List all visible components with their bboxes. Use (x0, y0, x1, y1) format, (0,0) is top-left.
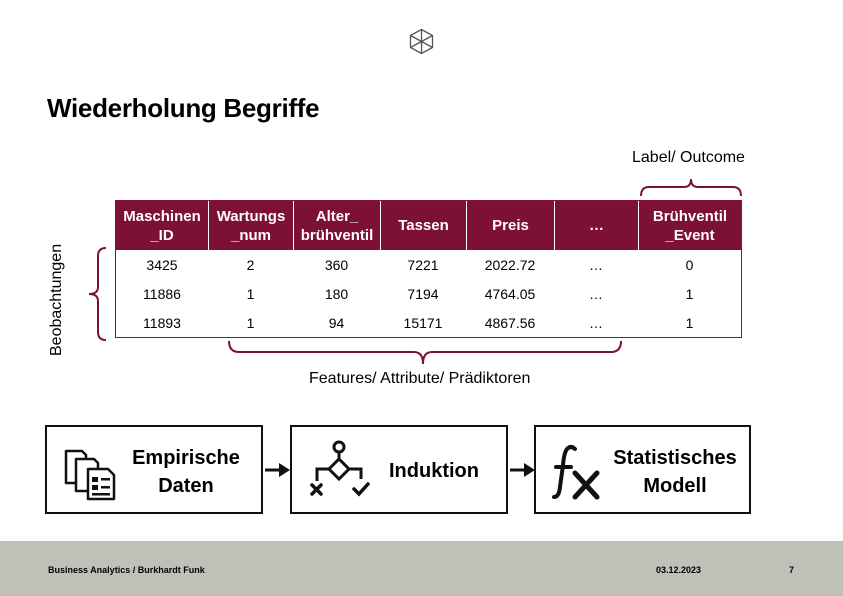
decision-flow-icon (310, 440, 370, 497)
table-cell: 7221 (380, 250, 466, 279)
table-cell: 4867.56 (466, 308, 554, 337)
table-cell: 4764.05 (466, 279, 554, 308)
table-header-row: Maschinen _ID Wartungs _num Alter_ brühvent… (116, 201, 741, 250)
logo-cube-icon (409, 28, 434, 55)
footer: Business Analytics / Burkhardt Funk 03.1… (0, 541, 843, 596)
table-cell: 2022.72 (466, 250, 554, 279)
table-cell: 15171 (380, 308, 466, 337)
outcome-bracket (640, 178, 742, 197)
table-cell: … (554, 250, 638, 279)
outcome-label: Label/ Outcome (632, 149, 745, 166)
header-maschinen-id: Maschinen _ID (116, 201, 208, 250)
box-label-line2: Daten (158, 475, 214, 497)
table-cell: 94 (293, 308, 380, 337)
induction-box: Induktion (290, 425, 508, 514)
header-preis: Preis (466, 201, 554, 250)
header-ellipsis: … (554, 201, 638, 250)
table-cell: 0 (638, 250, 741, 279)
table-cell: 1 (208, 279, 293, 308)
header-tassen: Tassen (380, 201, 466, 250)
table-row: 11886 1 180 7194 4764.05 … 1 (116, 279, 741, 308)
header-bruehventil-event: Brühventil _Event (638, 201, 741, 250)
observations-bracket (88, 247, 107, 341)
table-cell: 11893 (116, 308, 208, 337)
table-row: 11893 1 94 15171 4867.56 … 1 (116, 308, 741, 337)
table-cell: 11886 (116, 279, 208, 308)
page-number: 7 (789, 565, 795, 575)
footer-author: Business Analytics / Burkhardt Funk (48, 565, 205, 575)
table-cell: 1 (208, 308, 293, 337)
data-table: Maschinen _ID Wartungs _num Alter_ brühvent… (115, 200, 742, 338)
table-cell: 1 (638, 279, 741, 308)
arrow-right-icon (265, 463, 290, 477)
box-label-line1: Statistisches (613, 447, 737, 469)
header-alter-bruehventil: Alter_ brühventil (293, 201, 380, 250)
page-title: Wiederholung Begriffe (47, 93, 320, 123)
table-cell: … (554, 308, 638, 337)
arrow-right-icon (510, 463, 535, 477)
box-label-line1: Empirische (132, 447, 240, 469)
features-bracket (228, 340, 622, 365)
table-cell: 7194 (380, 279, 466, 308)
table-cell: 360 (293, 250, 380, 279)
box-label-line2: Modell (643, 475, 707, 497)
features-label: Features/ Attribute/ Prädiktoren (309, 370, 531, 387)
statistical-model-box: Statistisches Modell (534, 425, 751, 514)
observations-label: Beobachtungen (48, 243, 65, 356)
documents-icon (64, 449, 116, 501)
function-fx-icon (552, 445, 600, 500)
table-cell: 3425 (116, 250, 208, 279)
header-wartungs-num: Wartungs _num (208, 201, 293, 250)
box-label-line1: Induktion (389, 460, 479, 482)
table-cell: 180 (293, 279, 380, 308)
table-cell: … (554, 279, 638, 308)
table-cell: 2 (208, 250, 293, 279)
empirical-data-box: Empirische Daten (45, 425, 263, 514)
footer-date: 03.12.2023 (656, 565, 702, 575)
table-cell: 1 (638, 308, 741, 337)
table-row: 3425 2 360 7221 2022.72 … 0 (116, 250, 741, 279)
